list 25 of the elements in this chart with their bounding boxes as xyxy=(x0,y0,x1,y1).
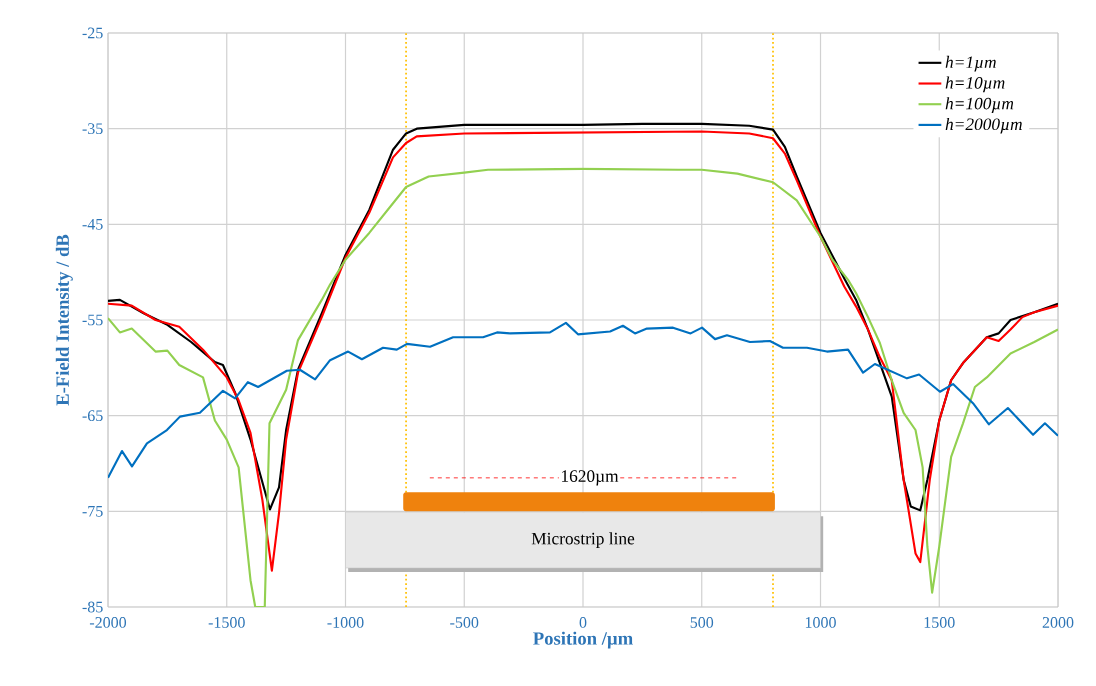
y-tick-label: -25 xyxy=(82,27,103,39)
x-tick-label: 1000 xyxy=(805,617,836,628)
x-axis-title: Position /µm xyxy=(533,631,633,649)
y-axis-title: E-Field Intensity / dB xyxy=(55,234,73,406)
annotation: Microstrip line xyxy=(531,532,635,548)
legend-label: h=2000µm xyxy=(945,117,1022,134)
legend-label: h=100µm xyxy=(945,97,1014,113)
x-tick-label: 0 xyxy=(579,617,587,628)
x-tick-label: -2000 xyxy=(89,617,127,628)
y-tick-label: -75 xyxy=(82,506,103,517)
y-tick-label: -45 xyxy=(82,218,103,230)
x-tick-label: -1500 xyxy=(208,617,245,628)
annotation: 1620µm xyxy=(562,470,619,486)
legend-label: h=1µm xyxy=(945,55,996,72)
x-tick-label: 1500 xyxy=(924,617,955,628)
y-tick-label: -35 xyxy=(82,123,103,135)
x-tick-label: 2000 xyxy=(1042,617,1074,628)
y-tick-label: -85 xyxy=(82,601,103,613)
y-tick-label: -55 xyxy=(82,314,103,326)
x-tick-label: -500 xyxy=(450,617,479,628)
x-tick-label: -1000 xyxy=(327,617,364,628)
x-tick-label: 500 xyxy=(690,617,714,628)
y-tick-label: -65 xyxy=(82,410,103,422)
line-series xyxy=(108,167,1059,607)
legend-label: h=10µm xyxy=(945,76,1005,93)
